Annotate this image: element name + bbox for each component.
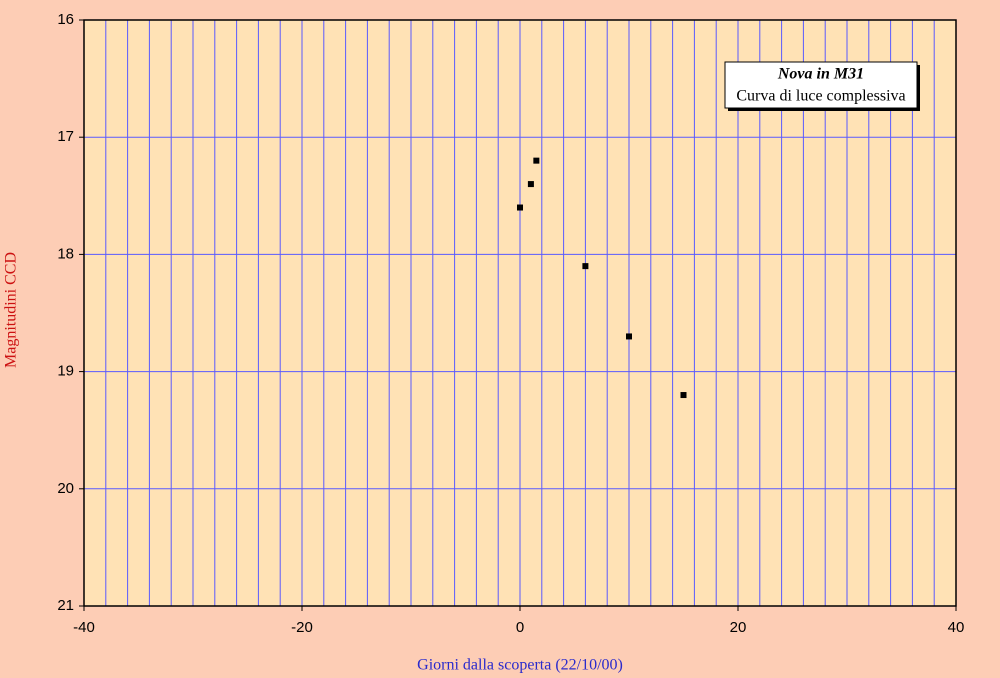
data-point [533,157,540,164]
data-point [680,392,687,399]
legend-text: Curva di luce complessiva [736,88,905,105]
y-tick-label: 21 [57,597,74,614]
legend: Nova in M31 Curva di luce complessiva [724,61,920,111]
x-tick-label: 0 [516,619,524,636]
data-point [517,204,523,211]
data-point [527,181,534,188]
data-point [582,263,589,270]
y-tick-label: 16 [57,11,74,28]
x-axis-label: Giorni dalla scoperta (22/10/00) [417,657,623,674]
y-tick-label: 20 [57,480,74,497]
y-tick-label: 17 [57,128,74,145]
y-axis-label: Magnitudini CCD [3,252,20,368]
x-tick-label: -20 [291,619,313,636]
x-tick-label: 20 [730,619,747,636]
x-tick-label: 40 [948,619,965,636]
legend-box [724,61,918,109]
y-tick-label: 18 [57,245,74,262]
y-tick-label: 19 [57,363,74,380]
legend-title: Nova in M31 [777,66,864,83]
data-point [626,333,632,340]
x-tick-label: -40 [73,619,95,636]
